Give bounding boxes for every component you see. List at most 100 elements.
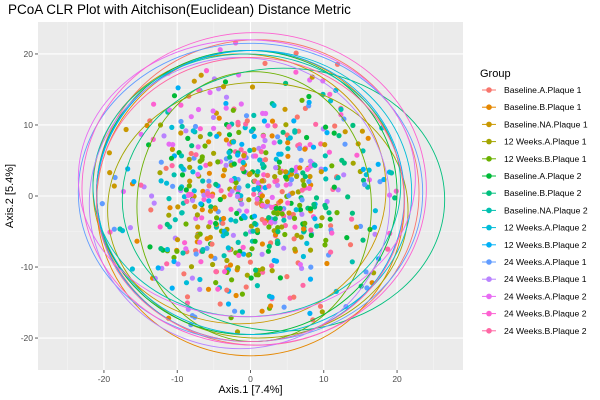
data-point	[360, 166, 366, 172]
data-point	[269, 194, 275, 200]
data-point	[328, 98, 334, 104]
data-point	[291, 118, 297, 124]
data-point	[269, 118, 276, 124]
data-point	[283, 169, 289, 175]
data-point	[259, 251, 265, 257]
data-point	[195, 144, 201, 150]
data-point	[241, 251, 247, 257]
data-point	[333, 87, 339, 93]
data-point	[317, 303, 324, 309]
data-point	[313, 195, 320, 201]
data-point	[393, 188, 399, 194]
data-point	[138, 182, 144, 188]
data-point	[261, 118, 267, 124]
legend-key-point	[486, 207, 492, 214]
data-point	[184, 198, 190, 204]
data-point	[99, 201, 105, 207]
data-point	[236, 185, 242, 191]
data-point	[261, 172, 267, 178]
data-point	[343, 304, 349, 310]
data-point	[215, 159, 221, 165]
legend-label: 24 Weeks.A.Plaque 1	[504, 257, 587, 267]
legend-key-point	[486, 173, 492, 179]
data-point	[206, 224, 212, 230]
data-point	[234, 193, 241, 199]
data-point	[265, 248, 271, 254]
data-point	[277, 169, 283, 175]
data-point	[215, 286, 221, 292]
data-point	[180, 250, 186, 256]
data-point	[306, 185, 312, 191]
data-point	[195, 106, 202, 113]
data-point	[233, 180, 239, 186]
legend-label: 24 Weeks.A.Plaque 2	[504, 291, 587, 301]
data-point	[235, 265, 241, 271]
data-point	[297, 207, 304, 213]
data-point	[252, 220, 258, 227]
data-point	[293, 207, 299, 213]
data-point	[249, 246, 255, 252]
data-point	[164, 180, 170, 186]
data-point	[202, 143, 208, 149]
data-point	[260, 266, 266, 272]
data-point	[181, 194, 187, 200]
legend-key-point	[486, 121, 492, 128]
data-point	[338, 106, 344, 112]
data-point	[149, 193, 155, 199]
data-point	[200, 178, 206, 184]
data-point	[192, 204, 198, 210]
data-point	[311, 162, 317, 168]
data-point	[259, 308, 265, 314]
data-point	[235, 152, 241, 158]
data-point	[322, 166, 328, 172]
data-point	[221, 167, 228, 173]
data-point	[194, 234, 200, 240]
data-point	[211, 150, 217, 156]
data-point	[263, 110, 269, 117]
data-point	[260, 133, 266, 139]
data-point	[320, 78, 326, 84]
legend-key-point	[486, 293, 492, 300]
data-point	[209, 241, 215, 247]
data-point	[207, 219, 213, 225]
data-point	[169, 146, 175, 152]
y-axis-label: Axis.2 [5.4%]	[4, 164, 16, 228]
points-layer	[99, 40, 399, 335]
data-point	[208, 253, 214, 259]
data-point	[111, 183, 117, 189]
data-point	[197, 239, 203, 245]
data-point	[306, 99, 312, 105]
data-point	[175, 261, 181, 267]
data-point	[239, 166, 246, 172]
data-point	[175, 85, 181, 91]
data-point	[255, 169, 261, 175]
data-point	[206, 183, 212, 189]
x-tick-label: 20	[392, 374, 402, 384]
data-point	[138, 131, 144, 137]
data-point	[329, 230, 335, 236]
data-point	[331, 184, 337, 190]
legend-label: Baseline.A.Plaque 2	[504, 171, 582, 181]
data-point	[350, 160, 356, 166]
data-point	[158, 159, 164, 165]
data-point	[301, 226, 307, 232]
data-point	[322, 202, 328, 208]
legend-key-point	[486, 190, 492, 196]
data-point	[266, 243, 272, 249]
data-point	[251, 186, 257, 193]
data-point	[195, 171, 201, 177]
y-tick-label: -20	[21, 333, 34, 343]
data-point	[178, 118, 184, 125]
data-point	[275, 229, 281, 235]
data-point	[208, 204, 214, 210]
data-point	[146, 142, 152, 148]
data-point	[372, 231, 378, 237]
data-point	[169, 124, 175, 130]
data-point	[151, 200, 157, 206]
data-point	[294, 232, 300, 238]
data-point	[187, 178, 193, 184]
data-point	[244, 118, 250, 124]
data-point	[253, 272, 259, 278]
data-point	[164, 221, 170, 227]
legend-label: Baseline.B.Plaque 2	[504, 188, 582, 198]
